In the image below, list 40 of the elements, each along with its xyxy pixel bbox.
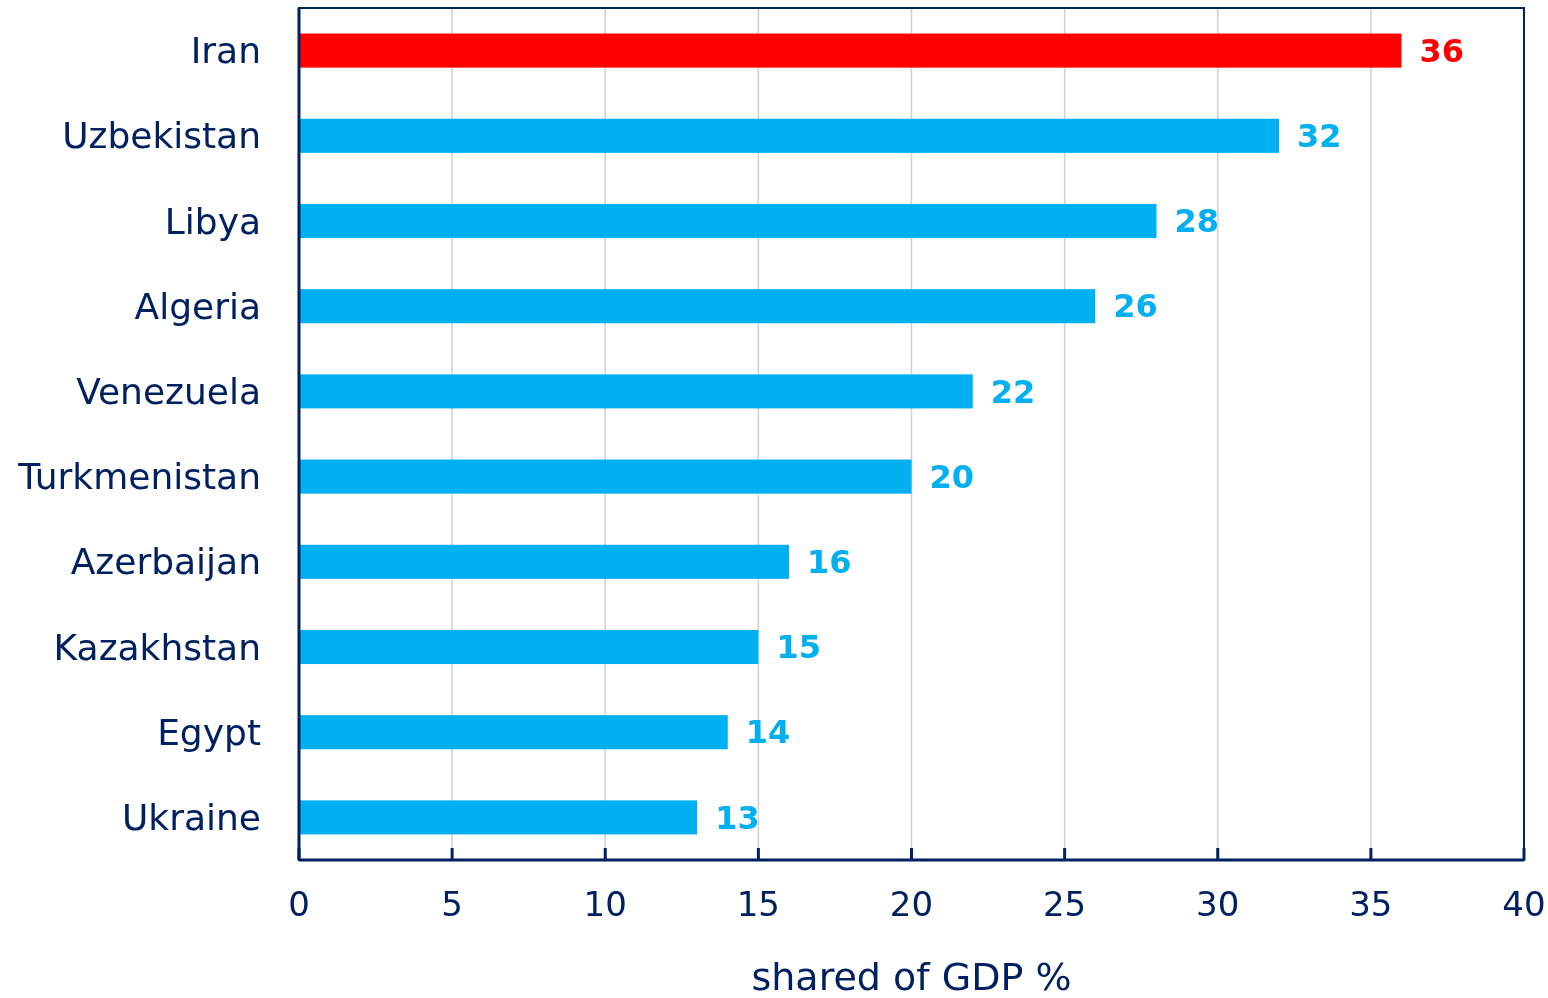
x-axis-title: shared of GDP % bbox=[751, 955, 1072, 998]
x-tick-label: 25 bbox=[1042, 884, 1087, 924]
x-tick-label: 20 bbox=[889, 884, 934, 924]
data-label: 13 bbox=[715, 798, 760, 837]
x-tick-label: 40 bbox=[1502, 884, 1546, 924]
y-tick-label: Egypt bbox=[157, 711, 261, 753]
bar bbox=[299, 33, 1402, 68]
bar bbox=[299, 800, 698, 835]
bar bbox=[299, 459, 912, 494]
bar bbox=[299, 544, 789, 579]
x-tick-label: 0 bbox=[288, 884, 310, 924]
x-tick-label: 10 bbox=[583, 884, 627, 924]
data-label: 20 bbox=[929, 457, 975, 496]
y-tick-label: Algeria bbox=[134, 285, 261, 327]
data-label: 15 bbox=[776, 628, 821, 667]
y-tick-label: Iran bbox=[190, 30, 261, 72]
bar bbox=[299, 629, 759, 665]
x-tick-label: 15 bbox=[736, 884, 781, 924]
x-tick-label: 30 bbox=[1196, 884, 1240, 924]
data-label: 22 bbox=[990, 372, 1036, 411]
data-label: 26 bbox=[1113, 287, 1158, 326]
x-tick-label: 35 bbox=[1349, 884, 1393, 924]
y-tick-label: Venezuela bbox=[76, 371, 261, 412]
data-label: 28 bbox=[1174, 202, 1220, 241]
bar bbox=[299, 374, 973, 409]
y-tick-label: Kazakhstan bbox=[53, 626, 261, 668]
y-tick-label: Azerbaijan bbox=[70, 541, 261, 583]
y-tick-label: Libya bbox=[164, 200, 261, 242]
y-tick-label: Uzbekistan bbox=[62, 115, 261, 157]
data-label: 16 bbox=[807, 543, 852, 581]
bar bbox=[299, 118, 1279, 153]
data-label: 36 bbox=[1419, 31, 1465, 70]
bar bbox=[299, 715, 728, 750]
data-label: 14 bbox=[745, 713, 791, 752]
y-tick-label: Turkmenistan bbox=[17, 456, 261, 498]
bar bbox=[299, 203, 1157, 239]
y-tick-label: Ukraine bbox=[121, 797, 261, 838]
x-tick-label: 5 bbox=[441, 884, 463, 924]
data-label: 32 bbox=[1297, 117, 1342, 155]
bar bbox=[299, 289, 1096, 324]
